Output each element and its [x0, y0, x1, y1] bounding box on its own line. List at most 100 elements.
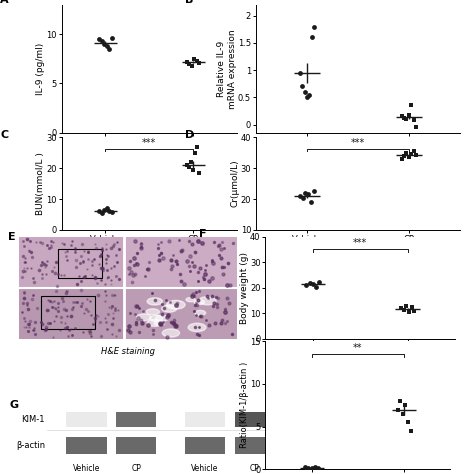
Text: **: ** — [353, 343, 363, 353]
Point — [308, 199, 315, 206]
Point — [98, 209, 106, 217]
Y-axis label: Body weight (g): Body weight (g) — [239, 252, 248, 324]
Point — [412, 124, 420, 131]
Point — [398, 155, 405, 163]
Point — [316, 278, 323, 285]
Y-axis label: Relative IL-9
mRNA expression: Relative IL-9 mRNA expression — [217, 29, 237, 109]
Point — [191, 149, 199, 157]
Circle shape — [186, 298, 195, 302]
Bar — [235, 412, 275, 427]
Circle shape — [166, 301, 185, 309]
Bar — [235, 437, 275, 454]
Point — [105, 45, 113, 53]
Bar — [19, 288, 237, 339]
Point — [301, 189, 309, 197]
Text: ***: *** — [351, 137, 365, 147]
Point — [195, 169, 203, 177]
Point — [412, 152, 420, 159]
Point — [405, 309, 413, 316]
Point — [183, 162, 191, 169]
Text: Vehicle: Vehicle — [73, 464, 100, 473]
Y-axis label: Ratio(KIM-1/β-actin ): Ratio(KIM-1/β-actin ) — [240, 362, 249, 448]
Point — [410, 307, 418, 315]
Text: H&E staining: H&E staining — [101, 347, 155, 356]
Point — [98, 37, 106, 45]
Circle shape — [155, 315, 169, 321]
Bar — [66, 437, 107, 454]
Point — [296, 69, 303, 77]
Point — [404, 419, 412, 426]
Point — [314, 465, 322, 472]
Text: ***: *** — [142, 137, 156, 147]
Circle shape — [162, 305, 177, 312]
Bar — [185, 412, 225, 427]
Point — [408, 303, 415, 311]
Circle shape — [154, 321, 164, 326]
Circle shape — [146, 309, 159, 315]
Point — [100, 40, 108, 48]
Bar — [58, 249, 102, 278]
Circle shape — [188, 323, 206, 332]
Point — [296, 192, 303, 200]
Point — [400, 152, 408, 160]
Point — [408, 151, 415, 158]
Point — [407, 427, 414, 435]
Point — [301, 88, 308, 96]
Point — [298, 82, 306, 90]
Point — [183, 58, 191, 65]
Bar — [116, 412, 156, 427]
Bar — [124, 237, 237, 288]
Text: C: C — [0, 130, 9, 140]
Text: G: G — [9, 400, 18, 410]
Point — [96, 208, 103, 215]
Point — [312, 283, 320, 291]
Point — [401, 401, 409, 409]
Point — [405, 111, 412, 118]
Point — [306, 279, 313, 287]
Point — [400, 114, 408, 122]
Point — [311, 464, 319, 471]
Point — [187, 158, 195, 166]
Point — [188, 62, 196, 70]
Point — [405, 154, 412, 161]
Bar — [41, 296, 95, 329]
Point — [398, 113, 405, 120]
Text: ***: *** — [353, 238, 367, 248]
Text: CP: CP — [250, 464, 260, 473]
Text: D: D — [185, 130, 194, 140]
Bar — [66, 412, 107, 427]
Text: A: A — [0, 0, 9, 4]
Point — [96, 36, 103, 43]
Point — [103, 42, 110, 50]
Point — [402, 149, 410, 157]
Point — [193, 143, 201, 151]
Point — [408, 102, 415, 109]
Point — [302, 282, 310, 289]
Bar — [116, 437, 156, 454]
Point — [308, 464, 315, 472]
Point — [195, 59, 203, 67]
Y-axis label: IL-9 (pg/ml): IL-9 (pg/ml) — [36, 43, 45, 95]
Text: Vehicle: Vehicle — [191, 464, 219, 473]
Point — [308, 34, 316, 41]
Point — [400, 306, 408, 313]
Point — [189, 166, 197, 173]
Point — [310, 188, 318, 195]
Point — [100, 206, 108, 214]
Circle shape — [147, 319, 162, 327]
Point — [397, 305, 405, 312]
Point — [301, 463, 309, 471]
Point — [108, 35, 115, 42]
Point — [410, 147, 418, 155]
Point — [193, 57, 201, 64]
Point — [103, 205, 110, 212]
Point — [191, 55, 198, 63]
Circle shape — [162, 329, 180, 337]
Circle shape — [199, 297, 216, 305]
Point — [299, 194, 306, 201]
Point — [394, 406, 401, 413]
Point — [396, 397, 404, 405]
Point — [303, 93, 311, 101]
Point — [410, 117, 418, 124]
Text: F: F — [199, 229, 207, 239]
